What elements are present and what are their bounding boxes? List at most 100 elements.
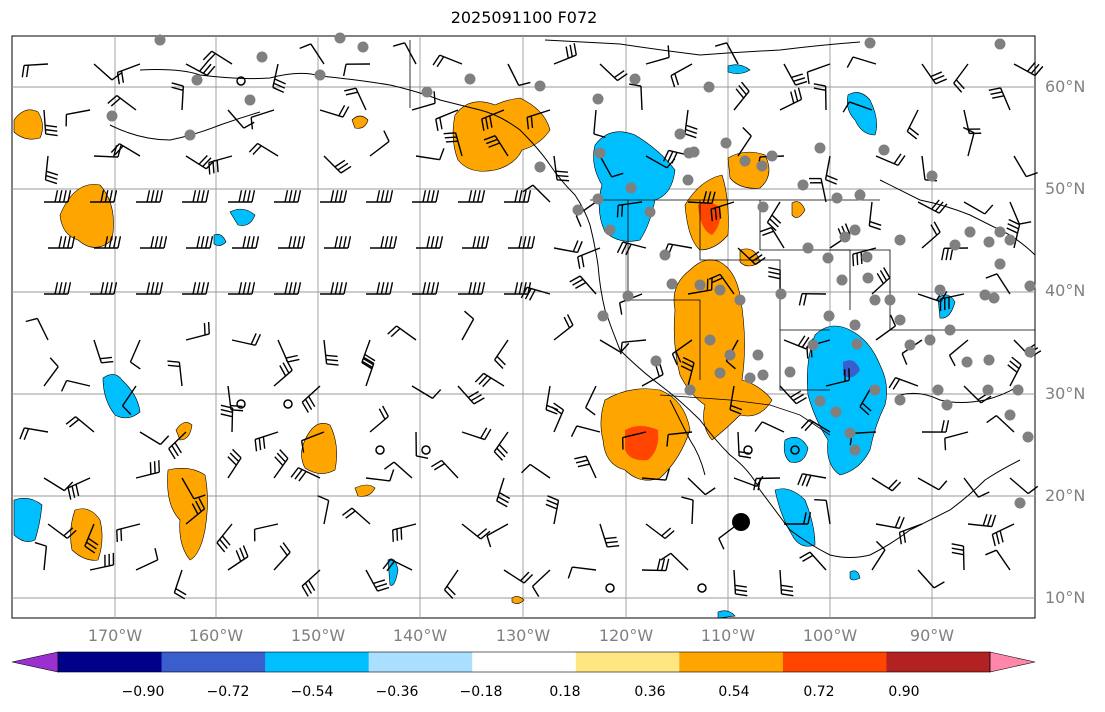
wind-barb-feather xyxy=(87,537,99,546)
fill-pos xyxy=(301,423,337,474)
wind-barb-feather xyxy=(496,355,506,366)
map-title: 2025091100 F072 xyxy=(450,8,598,27)
wind-barb-feather xyxy=(99,356,113,360)
wind-barb-feather xyxy=(146,282,151,295)
wind-barb-feather xyxy=(802,512,807,525)
wind-barb-feather xyxy=(575,215,582,228)
wind-barb-feather xyxy=(46,170,59,176)
wind-barb-feather xyxy=(342,236,347,249)
wind-barb-feather xyxy=(494,359,504,369)
fill-neg xyxy=(717,610,736,619)
observation-dot xyxy=(184,129,196,141)
wind-barb-feather xyxy=(344,87,357,92)
wind-barb xyxy=(875,325,896,341)
fill-pos xyxy=(175,422,193,441)
wind-barb-feather xyxy=(255,236,260,249)
wind-barb-feather xyxy=(307,579,316,591)
wind-barb-feather xyxy=(573,43,577,56)
wind-barb-feather xyxy=(941,248,945,261)
wind-barb-feather xyxy=(555,170,568,173)
wind-barb xyxy=(250,109,275,119)
wind-barb-feather xyxy=(710,209,714,222)
wind-barb-feather xyxy=(330,282,335,295)
observation-dot xyxy=(836,274,848,286)
wind-barb-feather xyxy=(304,398,313,410)
wind-barb-feather xyxy=(422,190,427,203)
wind-barb-feather xyxy=(768,271,781,276)
wind-barb-feather xyxy=(301,401,309,413)
wind-barb-feather xyxy=(113,190,118,203)
observation-dot xyxy=(894,394,906,406)
wind-barb-feather xyxy=(208,162,211,175)
wind-barb-feather xyxy=(242,282,247,295)
lat-label-40: 40°N xyxy=(1045,281,1086,300)
wind-barb-feather xyxy=(34,541,47,547)
wind-barb-feather xyxy=(803,293,808,306)
fill-neg xyxy=(774,488,816,547)
wind-barb-feather xyxy=(766,221,777,232)
observation-dot xyxy=(979,289,991,301)
wind-barb-feather xyxy=(607,544,620,548)
wind-barb-feather xyxy=(384,461,395,470)
wind-barb-feather xyxy=(667,151,674,163)
observation-dot xyxy=(604,224,616,236)
wind-barb-feather xyxy=(120,70,125,83)
wind-barb xyxy=(962,545,965,571)
wind-barb-feather xyxy=(242,190,247,203)
wind-barb-feather xyxy=(730,404,743,411)
wind-barb xyxy=(93,63,113,81)
wind-barb-feather xyxy=(167,360,180,363)
wind-barb-feather xyxy=(154,282,159,295)
observation-dot xyxy=(807,339,819,351)
wind-barb-feather xyxy=(45,124,58,128)
observation-dot xyxy=(106,110,118,122)
coastline-arctic xyxy=(544,39,861,56)
wind-barb-feather xyxy=(662,150,670,162)
wind-barb-feather xyxy=(292,282,297,295)
wind-barb-feather xyxy=(212,161,215,174)
observation-dot xyxy=(644,206,656,218)
colorbar-tick: −0.90 xyxy=(121,684,165,700)
observation-dot xyxy=(949,239,961,251)
observation-dot xyxy=(904,339,916,351)
wind-barb-feather xyxy=(200,190,205,203)
observation-dot xyxy=(994,38,1006,50)
wind-barb-feather xyxy=(343,282,348,295)
wind-barb xyxy=(461,318,475,341)
wind-barb-feather xyxy=(23,428,30,441)
observation-dot xyxy=(734,294,746,306)
wind-barb-feather xyxy=(380,282,385,295)
wind-barb-feather xyxy=(230,404,243,408)
wind-barb-feather xyxy=(400,527,403,540)
wind-barb-feather xyxy=(577,256,581,269)
wind-barb-feather xyxy=(63,481,74,492)
wind-barb-feather xyxy=(489,115,493,128)
wind-barb-feather xyxy=(71,236,76,249)
wind-barb-feather xyxy=(738,455,752,459)
wind-barb-feather xyxy=(754,421,763,432)
wind-barb-feather xyxy=(940,290,948,303)
wind-barb-feather xyxy=(221,535,231,546)
wind-barb xyxy=(825,500,831,525)
wind-barb xyxy=(593,109,597,134)
wind-barb-feather xyxy=(250,333,257,345)
observation-dot xyxy=(849,444,861,456)
wind-barb-feather xyxy=(574,455,587,460)
wind-barb-feather xyxy=(107,95,118,104)
wind-barb-feather xyxy=(251,282,256,295)
wind-barb-feather xyxy=(345,91,358,96)
wind-barb-feather xyxy=(768,266,781,271)
fill-pos xyxy=(673,259,773,441)
observation-dot xyxy=(784,366,796,378)
wind-barb-feather xyxy=(435,190,440,203)
colorbar-tick: −0.18 xyxy=(459,684,503,700)
wind-barb-feather xyxy=(671,353,678,366)
wind-barb-feather xyxy=(577,463,590,468)
wind-barb-feather xyxy=(396,528,399,541)
wind-barb-feather xyxy=(254,439,258,452)
wind-barb-feather xyxy=(337,162,349,171)
observation-dot xyxy=(844,427,856,439)
wind-barb-feather xyxy=(100,282,105,295)
wind-barb-feather xyxy=(325,354,338,358)
wind-barb-feather xyxy=(932,74,945,81)
